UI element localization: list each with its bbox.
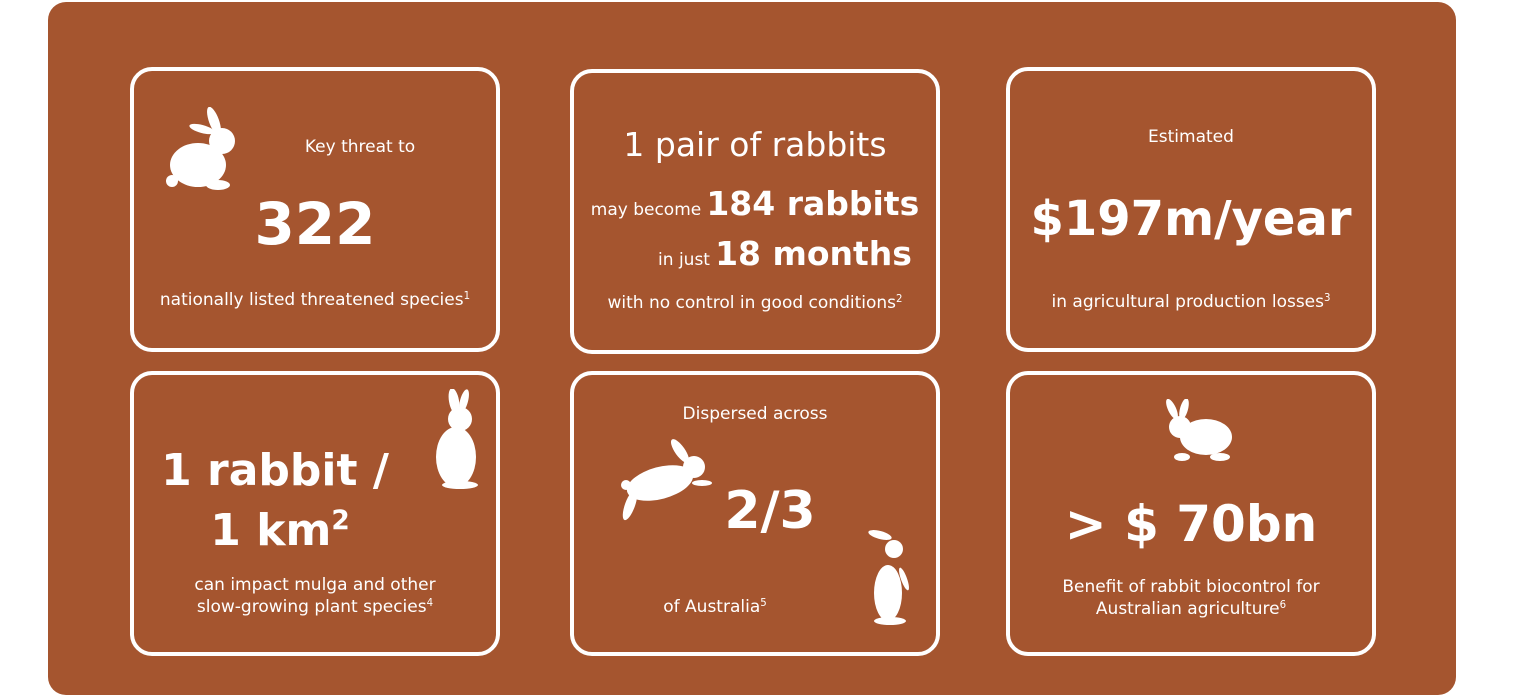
caption-text: in agricultural production losses3 [1051,292,1331,312]
caption-line-1: Benefit of rabbit biocontrol for [1062,577,1320,597]
intro-text: Dispersed across [682,404,828,424]
card-threatened-species: Key threat to 322 nationally listed thre… [130,67,500,352]
value-line-1: 1 rabbit / [161,445,389,496]
value-text: > $ 70bn [1064,495,1318,553]
standing-rabbit-icon [868,530,909,625]
caption-text: nationally listed threatened species1 [159,290,471,310]
value-text: 2/3 [724,481,816,541]
value-text: $197m/year [1030,191,1352,247]
card-breeding-rate: 1 pair of rabbits may become 184 rabbits… [570,69,940,354]
sitting-rabbit-icon [166,107,235,190]
intro-text: Estimated [1148,127,1234,147]
caption-line-2: Australian agriculture6 [1095,599,1287,619]
card-rabbit-density: 1 rabbit / 1 km2 can impact mulga and ot… [130,371,500,656]
intro-text: Key threat to [304,137,416,157]
jumping-rabbit-icon [621,439,712,521]
value-text: 322 [254,190,376,258]
caption-text: with no control in good conditions2 [607,293,903,313]
growth-line-1: may become 184 rabbits [590,184,920,223]
growth-line-2: in just 18 months [658,234,912,273]
headline-text: 1 pair of rabbits [623,125,887,164]
caption-text: of Australia5 [663,597,767,617]
caption-line-2: slow-growing plant species4 [196,597,434,617]
sitting-rabbit-icon [1166,399,1232,461]
value-line-2: 1 km2 [210,505,350,556]
card-production-losses: Estimated $197m/year in agricultural pro… [1006,67,1376,352]
card-distribution: Dispersed across 2/3 of Australia5 [570,371,940,656]
card-biocontrol-benefit: > $ 70bn Benefit of rabbit biocontrol fo… [1006,371,1376,656]
caption-line-1: can impact mulga and other [194,575,436,595]
standing-rabbit-icon [436,389,478,489]
